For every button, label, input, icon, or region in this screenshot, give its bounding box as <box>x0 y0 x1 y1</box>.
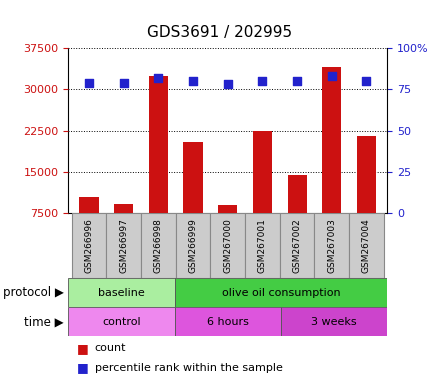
Text: count: count <box>95 343 126 353</box>
Point <box>259 78 266 84</box>
Point <box>120 79 127 86</box>
Text: time ▶: time ▶ <box>24 315 64 328</box>
Point <box>190 78 197 84</box>
Text: control: control <box>102 316 141 327</box>
Bar <box>72 213 106 278</box>
Text: GSM266997: GSM266997 <box>119 218 128 273</box>
Bar <box>287 175 307 213</box>
Bar <box>80 197 99 213</box>
Bar <box>253 131 272 213</box>
Text: GSM267004: GSM267004 <box>362 218 371 273</box>
Bar <box>176 213 210 278</box>
Text: 6 hours: 6 hours <box>207 316 249 327</box>
Bar <box>281 307 387 336</box>
Bar <box>106 213 141 278</box>
Bar <box>68 278 175 307</box>
Bar <box>315 213 349 278</box>
Point <box>293 78 301 84</box>
Bar <box>183 142 202 213</box>
Bar <box>68 307 175 336</box>
Point <box>85 79 92 86</box>
Text: GSM266999: GSM266999 <box>188 218 198 273</box>
Text: baseline: baseline <box>98 288 145 298</box>
Text: GSM267003: GSM267003 <box>327 218 336 273</box>
Bar <box>245 213 280 278</box>
Text: 3 weeks: 3 weeks <box>311 316 357 327</box>
Bar <box>357 136 376 213</box>
Bar <box>218 205 237 213</box>
Bar <box>349 213 384 278</box>
Bar <box>280 213 315 278</box>
Bar <box>175 278 387 307</box>
Text: GDS3691 / 202995: GDS3691 / 202995 <box>147 25 293 40</box>
Point <box>328 73 335 79</box>
Bar <box>322 67 341 213</box>
Text: GSM267002: GSM267002 <box>293 218 301 273</box>
Bar <box>141 213 176 278</box>
Text: GSM266998: GSM266998 <box>154 218 163 273</box>
Point <box>155 74 162 81</box>
Bar <box>175 307 281 336</box>
Bar <box>210 213 245 278</box>
Text: protocol ▶: protocol ▶ <box>3 286 64 299</box>
Text: percentile rank within the sample: percentile rank within the sample <box>95 363 282 373</box>
Text: GSM266996: GSM266996 <box>84 218 94 273</box>
Text: ■: ■ <box>77 342 89 355</box>
Bar <box>114 204 133 213</box>
Bar <box>149 76 168 213</box>
Text: ■: ■ <box>77 361 89 374</box>
Point <box>363 78 370 84</box>
Point <box>224 81 231 88</box>
Text: GSM267000: GSM267000 <box>223 218 232 273</box>
Text: olive oil consumption: olive oil consumption <box>222 288 340 298</box>
Text: GSM267001: GSM267001 <box>258 218 267 273</box>
